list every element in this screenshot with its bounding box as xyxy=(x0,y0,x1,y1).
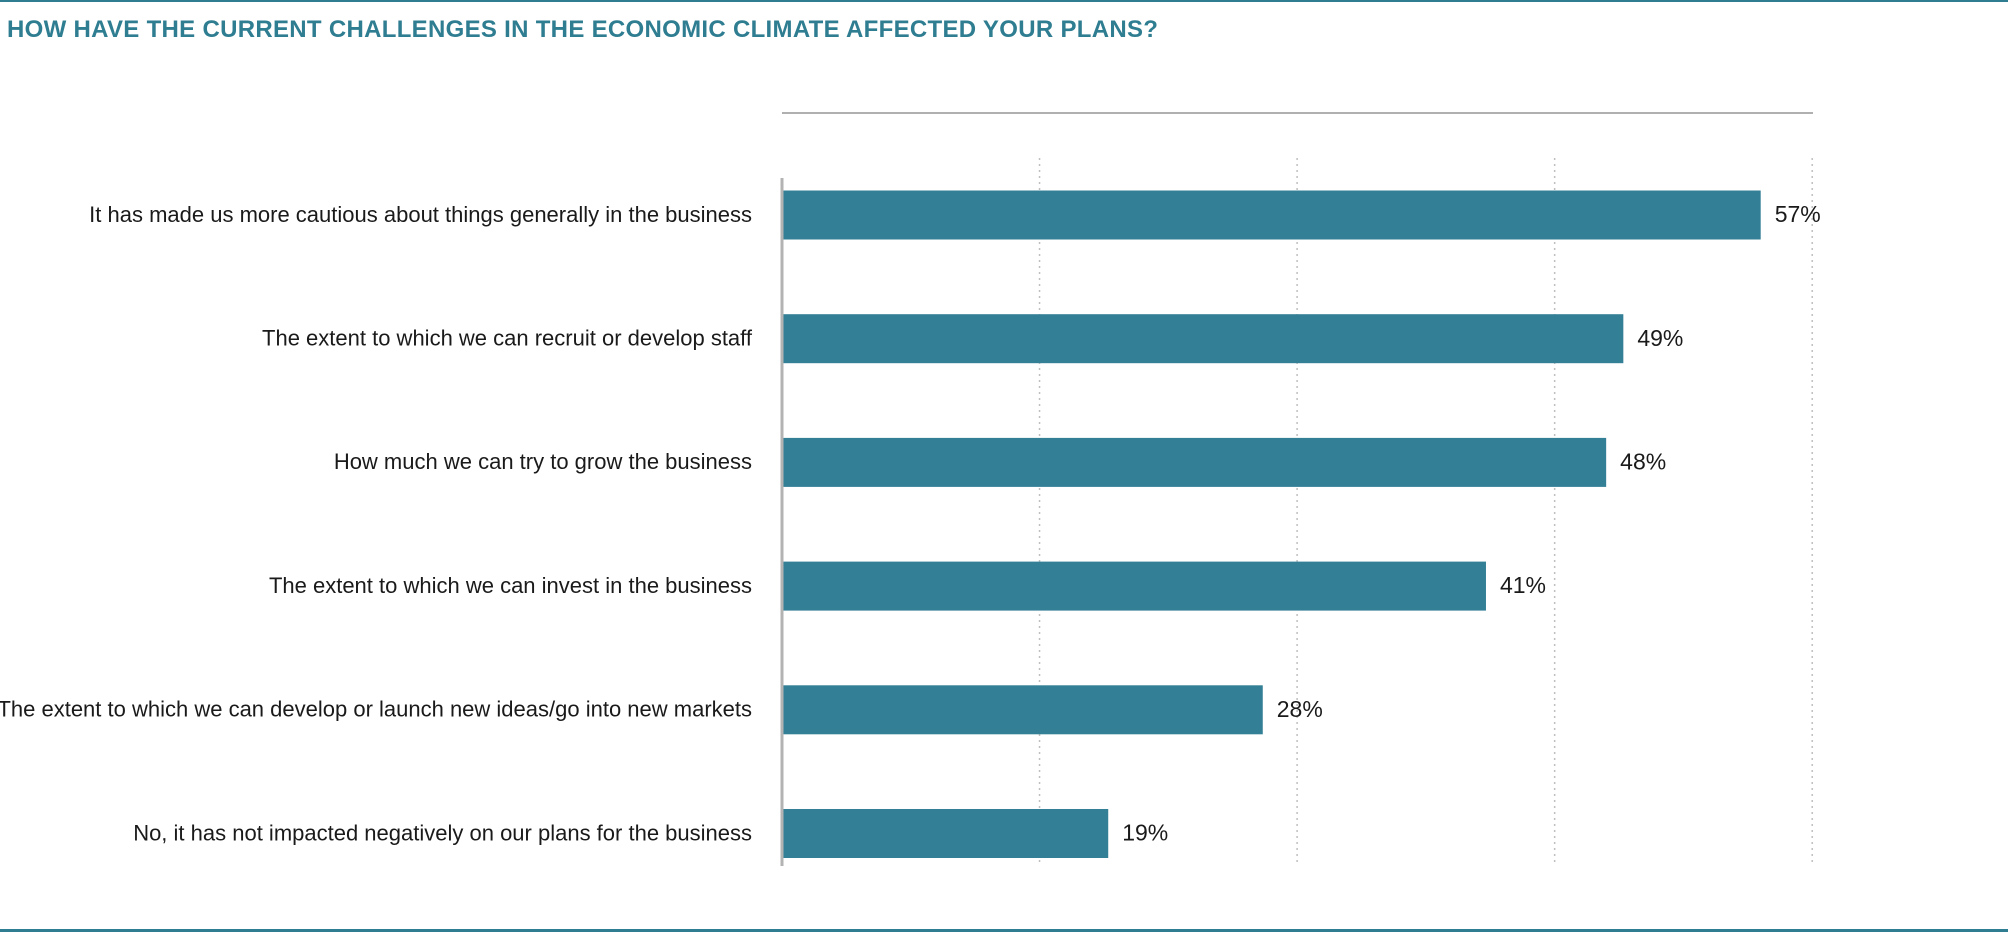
top-border-rule xyxy=(0,0,2008,2)
bar xyxy=(782,561,1486,611)
value-label: 48% xyxy=(1620,448,1666,474)
value-label: 41% xyxy=(1500,572,1546,598)
value-labels: 57% 49% 48% 41% 28% 19% xyxy=(1122,201,1821,846)
chart-title: HOW HAVE THE CURRENT CHALLENGES IN THE E… xyxy=(7,16,1159,43)
value-label: 28% xyxy=(1277,696,1323,722)
value-label: 49% xyxy=(1637,325,1683,351)
category-labels: It has made us more cautious about thing… xyxy=(0,202,753,846)
category-label: The extent to which we can develop or la… xyxy=(0,697,752,722)
bar xyxy=(782,437,1607,487)
category-label: How much we can try to grow the business xyxy=(334,449,752,474)
category-label: The extent to which we can invest in the… xyxy=(269,573,752,598)
bar xyxy=(782,190,1761,240)
value-label: 19% xyxy=(1122,820,1168,846)
bar xyxy=(782,685,1263,735)
bar xyxy=(782,809,1109,858)
gridlines xyxy=(1038,158,1813,866)
bars xyxy=(782,190,1761,858)
category-label: It has made us more cautious about thing… xyxy=(89,202,752,227)
value-label: 57% xyxy=(1775,201,1821,227)
bottom-border-rule xyxy=(0,929,2008,932)
category-label: The extent to which we can recruit or de… xyxy=(262,326,753,351)
bar xyxy=(782,314,1624,364)
category-label: No, it has not impacted negatively on ou… xyxy=(133,820,752,845)
